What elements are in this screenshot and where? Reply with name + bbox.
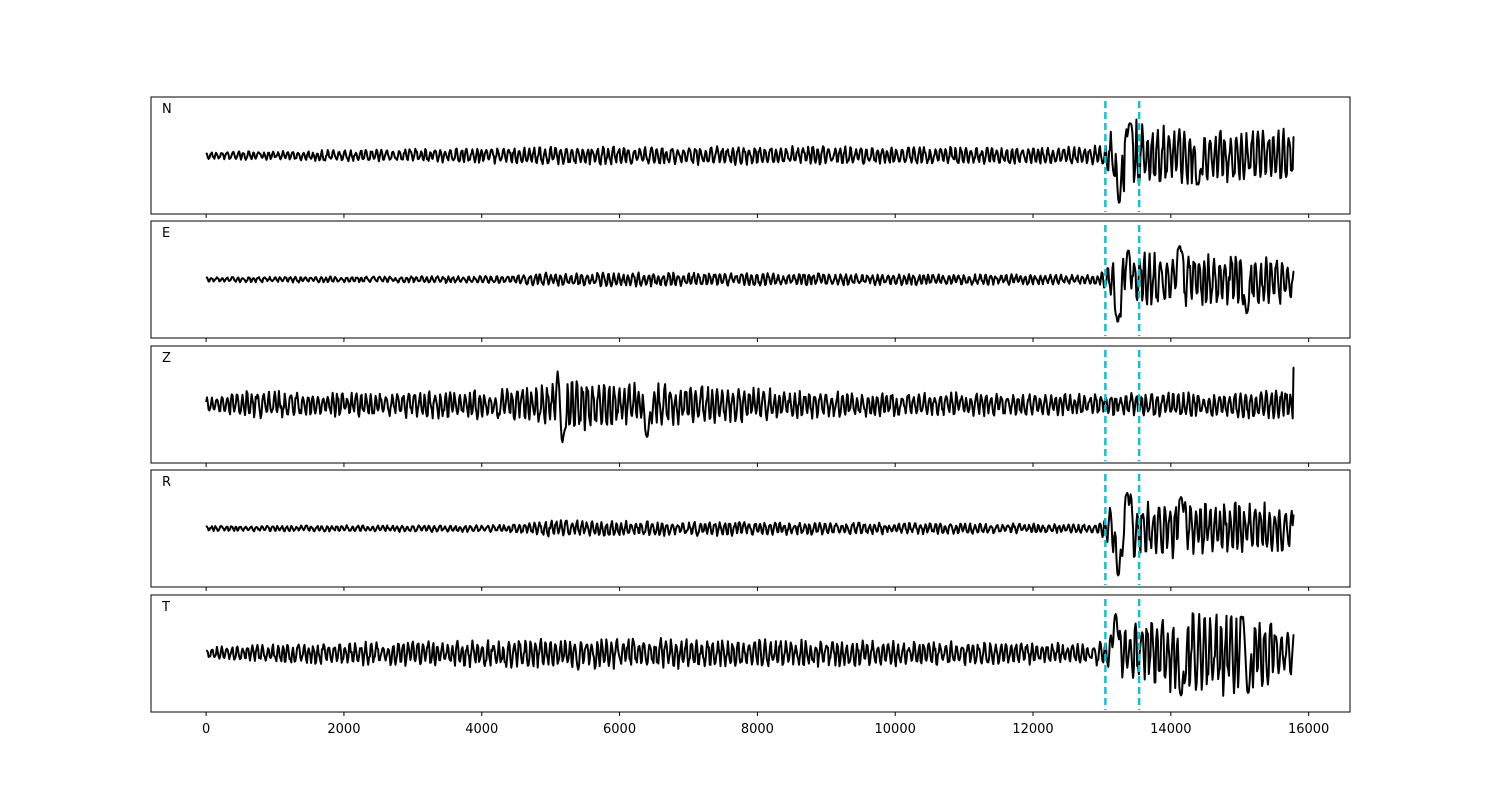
panel-z: Z — [150, 345, 1351, 467]
panel-frame — [150, 96, 1351, 215]
waveform-trace-n — [205, 118, 1295, 204]
panel-n: N — [150, 96, 1351, 218]
x-tick-label: 6000 — [603, 722, 636, 737]
panel-label-r: R — [162, 475, 171, 490]
panel-frame — [150, 220, 1351, 339]
x-tick-label: 8000 — [741, 722, 774, 737]
x-tick-label: 14000 — [1150, 722, 1191, 737]
waveform-trace-t — [205, 612, 1295, 697]
panels-group: N E Z R T — [150, 96, 1351, 716]
x-tick-label: 4000 — [465, 722, 498, 737]
panel-e: E — [150, 220, 1351, 342]
panel-label-e: E — [162, 226, 170, 241]
panel-r: R — [150, 469, 1351, 591]
panel-frame — [150, 345, 1351, 464]
waveform-trace-r — [205, 491, 1295, 577]
panel-label-n: N — [162, 102, 172, 117]
x-tick-label: 12000 — [1012, 722, 1053, 737]
panel-frame — [150, 469, 1351, 588]
panel-label-t: T — [161, 600, 170, 615]
panel-frame — [150, 594, 1351, 713]
panel-t: T — [150, 594, 1351, 716]
x-tick-label: 16000 — [1288, 722, 1329, 737]
x-tick-label: 2000 — [327, 722, 360, 737]
panel-label-z: Z — [162, 351, 171, 366]
waveform-trace-z — [205, 366, 1295, 444]
x-tick-label: 0 — [202, 722, 210, 737]
waveform-trace-e — [205, 245, 1295, 323]
x-tick-label: 10000 — [875, 722, 916, 737]
x-axis: 0 2000 4000 6000 8000 10000 12000 14000 16000 — [202, 722, 1329, 737]
